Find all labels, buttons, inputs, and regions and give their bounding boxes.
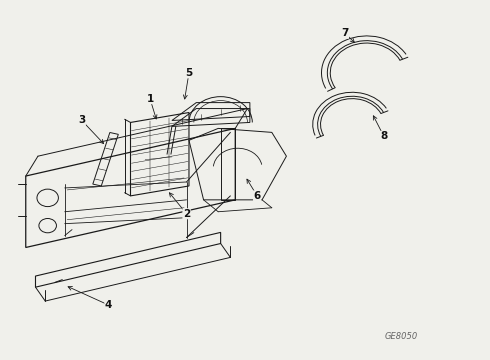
Text: GE8050: GE8050: [384, 332, 417, 341]
Text: 6: 6: [253, 191, 261, 201]
Text: 2: 2: [183, 209, 190, 219]
Text: 1: 1: [147, 94, 154, 104]
Text: 8: 8: [380, 131, 388, 141]
Text: 7: 7: [341, 28, 348, 38]
Text: 4: 4: [105, 300, 112, 310]
Text: 3: 3: [78, 116, 85, 126]
Text: 5: 5: [185, 68, 193, 78]
